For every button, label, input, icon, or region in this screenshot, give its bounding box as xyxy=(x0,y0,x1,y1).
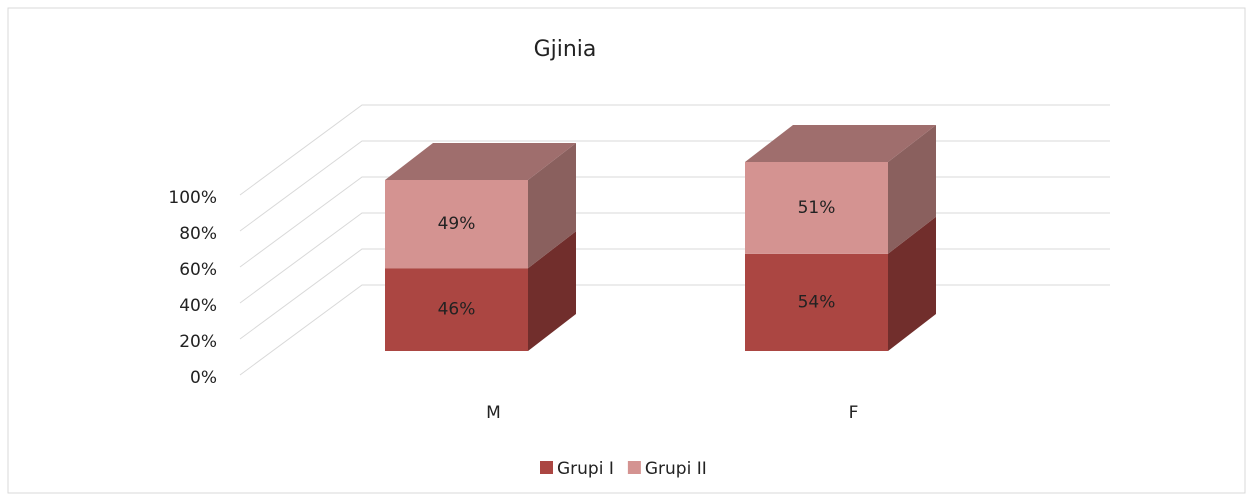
grid-line xyxy=(239,104,1110,196)
bar-side xyxy=(528,231,576,351)
data-label: 49% xyxy=(438,214,476,234)
data-label: 46% xyxy=(438,300,476,320)
y-tick-label: 20% xyxy=(179,332,217,352)
y-tick-label: 100% xyxy=(168,188,217,208)
chart-title: Gjinia xyxy=(534,37,597,62)
y-tick-label: 40% xyxy=(179,296,217,316)
bar-top xyxy=(385,143,576,180)
bar-top xyxy=(745,125,936,162)
legend-swatch xyxy=(540,461,553,474)
legend-label: Grupi II xyxy=(645,459,707,479)
bar-front xyxy=(385,268,528,351)
y-tick-label: 80% xyxy=(179,224,217,244)
x-tick-label: F xyxy=(849,403,859,423)
data-label: 54% xyxy=(798,292,836,312)
bar-side xyxy=(888,125,936,254)
bar-front xyxy=(745,253,888,351)
bar-side xyxy=(528,143,576,269)
chart-border xyxy=(7,7,1246,494)
y-tick-label: 60% xyxy=(179,260,217,280)
legend-swatch xyxy=(627,461,641,474)
bar-side xyxy=(888,216,936,351)
legend-label: Grupi I xyxy=(557,459,614,479)
data-label: 51% xyxy=(798,198,836,218)
y-tick-label: 0% xyxy=(190,368,217,388)
x-tick-label: M xyxy=(486,403,501,423)
bar-front xyxy=(745,162,888,254)
bar-front xyxy=(385,180,528,269)
